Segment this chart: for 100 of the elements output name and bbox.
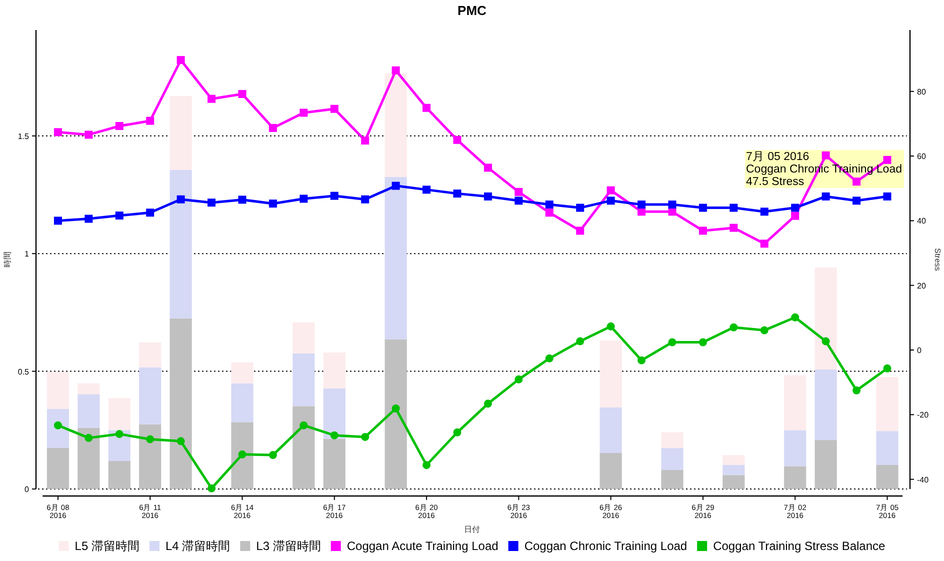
point	[268, 200, 277, 208]
y2-tick-label: -40	[917, 475, 930, 484]
point	[852, 196, 861, 205]
point	[638, 356, 646, 364]
point	[115, 122, 124, 130]
point	[361, 195, 370, 204]
bar	[108, 398, 130, 430]
point	[791, 313, 800, 322]
point	[54, 216, 62, 225]
y-axis-title: 時間	[3, 252, 12, 268]
point	[422, 104, 431, 112]
bar	[722, 455, 745, 465]
point	[422, 186, 431, 194]
point	[54, 421, 62, 430]
point	[514, 188, 523, 196]
point	[330, 192, 338, 200]
legend-label: L5 滞留時間	[74, 539, 140, 553]
point	[238, 90, 246, 98]
point	[176, 195, 185, 204]
point	[730, 224, 738, 232]
point	[300, 108, 308, 117]
point	[361, 432, 370, 441]
y-tick-label: 1	[24, 250, 30, 259]
point	[698, 338, 707, 346]
point	[238, 450, 246, 458]
bar	[323, 438, 346, 489]
point	[791, 204, 800, 212]
bar	[384, 339, 407, 489]
point	[668, 338, 676, 346]
point	[208, 198, 216, 207]
point	[268, 451, 277, 460]
bar	[784, 375, 806, 430]
bar	[231, 422, 254, 489]
y2-axis-title: Stress	[933, 248, 942, 271]
point	[852, 386, 861, 394]
point	[760, 240, 768, 248]
point	[698, 204, 707, 212]
point	[514, 196, 523, 205]
point	[422, 461, 431, 470]
bar	[814, 369, 837, 440]
point	[392, 182, 400, 190]
point	[330, 431, 338, 440]
bar	[78, 383, 100, 394]
bar	[139, 424, 162, 489]
point	[514, 375, 523, 384]
point	[883, 156, 892, 164]
point	[453, 136, 462, 144]
legend-label: Coggan Training Stress Balance	[713, 539, 886, 553]
bar	[323, 388, 346, 439]
point	[822, 192, 830, 200]
point	[146, 116, 154, 125]
point	[545, 354, 554, 362]
bar	[292, 406, 315, 489]
bar	[661, 432, 684, 448]
y2-tick-label: 80	[917, 87, 926, 96]
point	[115, 212, 124, 220]
point	[822, 151, 830, 160]
point	[576, 204, 584, 212]
point	[484, 192, 492, 200]
point	[883, 364, 892, 372]
bar	[139, 342, 162, 368]
y2-tick-label: 20	[917, 281, 926, 290]
point	[852, 178, 861, 186]
bar	[108, 460, 130, 489]
bar	[661, 470, 684, 489]
legend-label: Coggan Chronic Training Load	[524, 539, 688, 553]
point	[84, 434, 93, 442]
bar	[661, 448, 684, 470]
bar	[876, 464, 898, 489]
point	[545, 200, 554, 209]
point	[115, 430, 124, 438]
y-tick-label: 1.5	[18, 132, 30, 141]
point	[392, 404, 400, 413]
bar	[876, 377, 898, 432]
point	[392, 66, 400, 74]
bar	[384, 73, 407, 177]
bar	[231, 383, 254, 422]
point	[484, 400, 492, 408]
point	[791, 212, 800, 220]
point	[300, 194, 308, 203]
x-axis-title: 日付	[464, 525, 480, 534]
bar	[78, 394, 100, 428]
bar	[600, 340, 622, 408]
bar	[323, 352, 346, 388]
point	[300, 421, 308, 430]
point	[84, 130, 93, 139]
legend-label: L4 滞留時間	[165, 539, 230, 553]
point	[330, 104, 338, 113]
point	[698, 226, 707, 235]
point	[545, 208, 554, 217]
legend-label: Coggan Acute Training Load	[346, 539, 498, 553]
legend-label: L3 滞留時間	[256, 539, 321, 553]
point	[730, 204, 738, 212]
point	[730, 323, 738, 332]
point	[822, 337, 830, 346]
bar	[170, 318, 192, 489]
bar	[46, 372, 70, 409]
point	[84, 214, 93, 223]
bar	[784, 430, 806, 466]
bar	[292, 353, 315, 406]
